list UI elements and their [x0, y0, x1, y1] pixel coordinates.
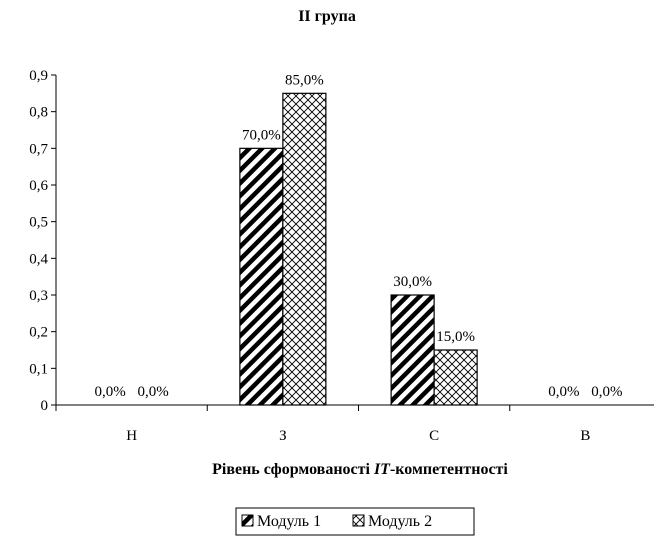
y-tick-label: 0,9	[29, 68, 48, 84]
legend: Модуль 1 Модуль 2	[235, 507, 475, 536]
y-axis: 0 0,1 0,2 0,3 0,4 0,5 0,6 0,7 0,8 0,9	[29, 68, 57, 414]
data-label: 85,0%	[285, 72, 324, 88]
data-label: 15,0%	[436, 329, 475, 345]
legend-swatch-modul-1	[241, 514, 254, 527]
bar-modul-2-1	[282, 92, 327, 406]
chart-title: ІІ група	[298, 8, 356, 25]
data-label: 70,0%	[242, 127, 281, 143]
legend-label-modul-2: Модуль 2	[368, 513, 432, 530]
data-label: 0,0%	[138, 384, 169, 400]
data-label: 0,0%	[548, 384, 579, 400]
x-tick-label: В	[580, 428, 590, 444]
bar-modul-1-1	[239, 147, 284, 406]
y-tick-label: 0,5	[29, 215, 48, 231]
bar-modul-2-2	[433, 349, 478, 406]
y-tick-label: 0,6	[29, 178, 48, 194]
y-tick-label: 0,7	[29, 141, 48, 157]
y-tick-label: 0,1	[29, 361, 48, 377]
data-label: 0,0%	[95, 384, 126, 400]
legend-swatch-modul-2	[352, 514, 365, 527]
legend-label-modul-1: Модуль 1	[257, 513, 321, 530]
x-tick-label: С	[429, 428, 439, 444]
x-tick-label: З	[279, 428, 287, 444]
x-axis-label: Рівень сформованості IT-компетентності	[212, 461, 508, 478]
data-label: 30,0%	[393, 274, 432, 290]
y-tick-label: 0,4	[29, 251, 48, 267]
y-tick-label: 0,3	[29, 288, 48, 304]
y-tick-label: 0,2	[29, 325, 48, 341]
data-labels: 0,0% 0,0% 70,0% 85,0% 30,0% 15,0% 0,0% 0,0%	[95, 72, 623, 400]
x-tick-label: Н	[126, 428, 137, 444]
bars	[239, 92, 478, 406]
data-label: 0,0%	[591, 384, 622, 400]
bar-modul-1-2	[390, 294, 435, 406]
y-tick-label: 0,8	[29, 105, 48, 121]
y-tick-label: 0	[41, 398, 49, 414]
